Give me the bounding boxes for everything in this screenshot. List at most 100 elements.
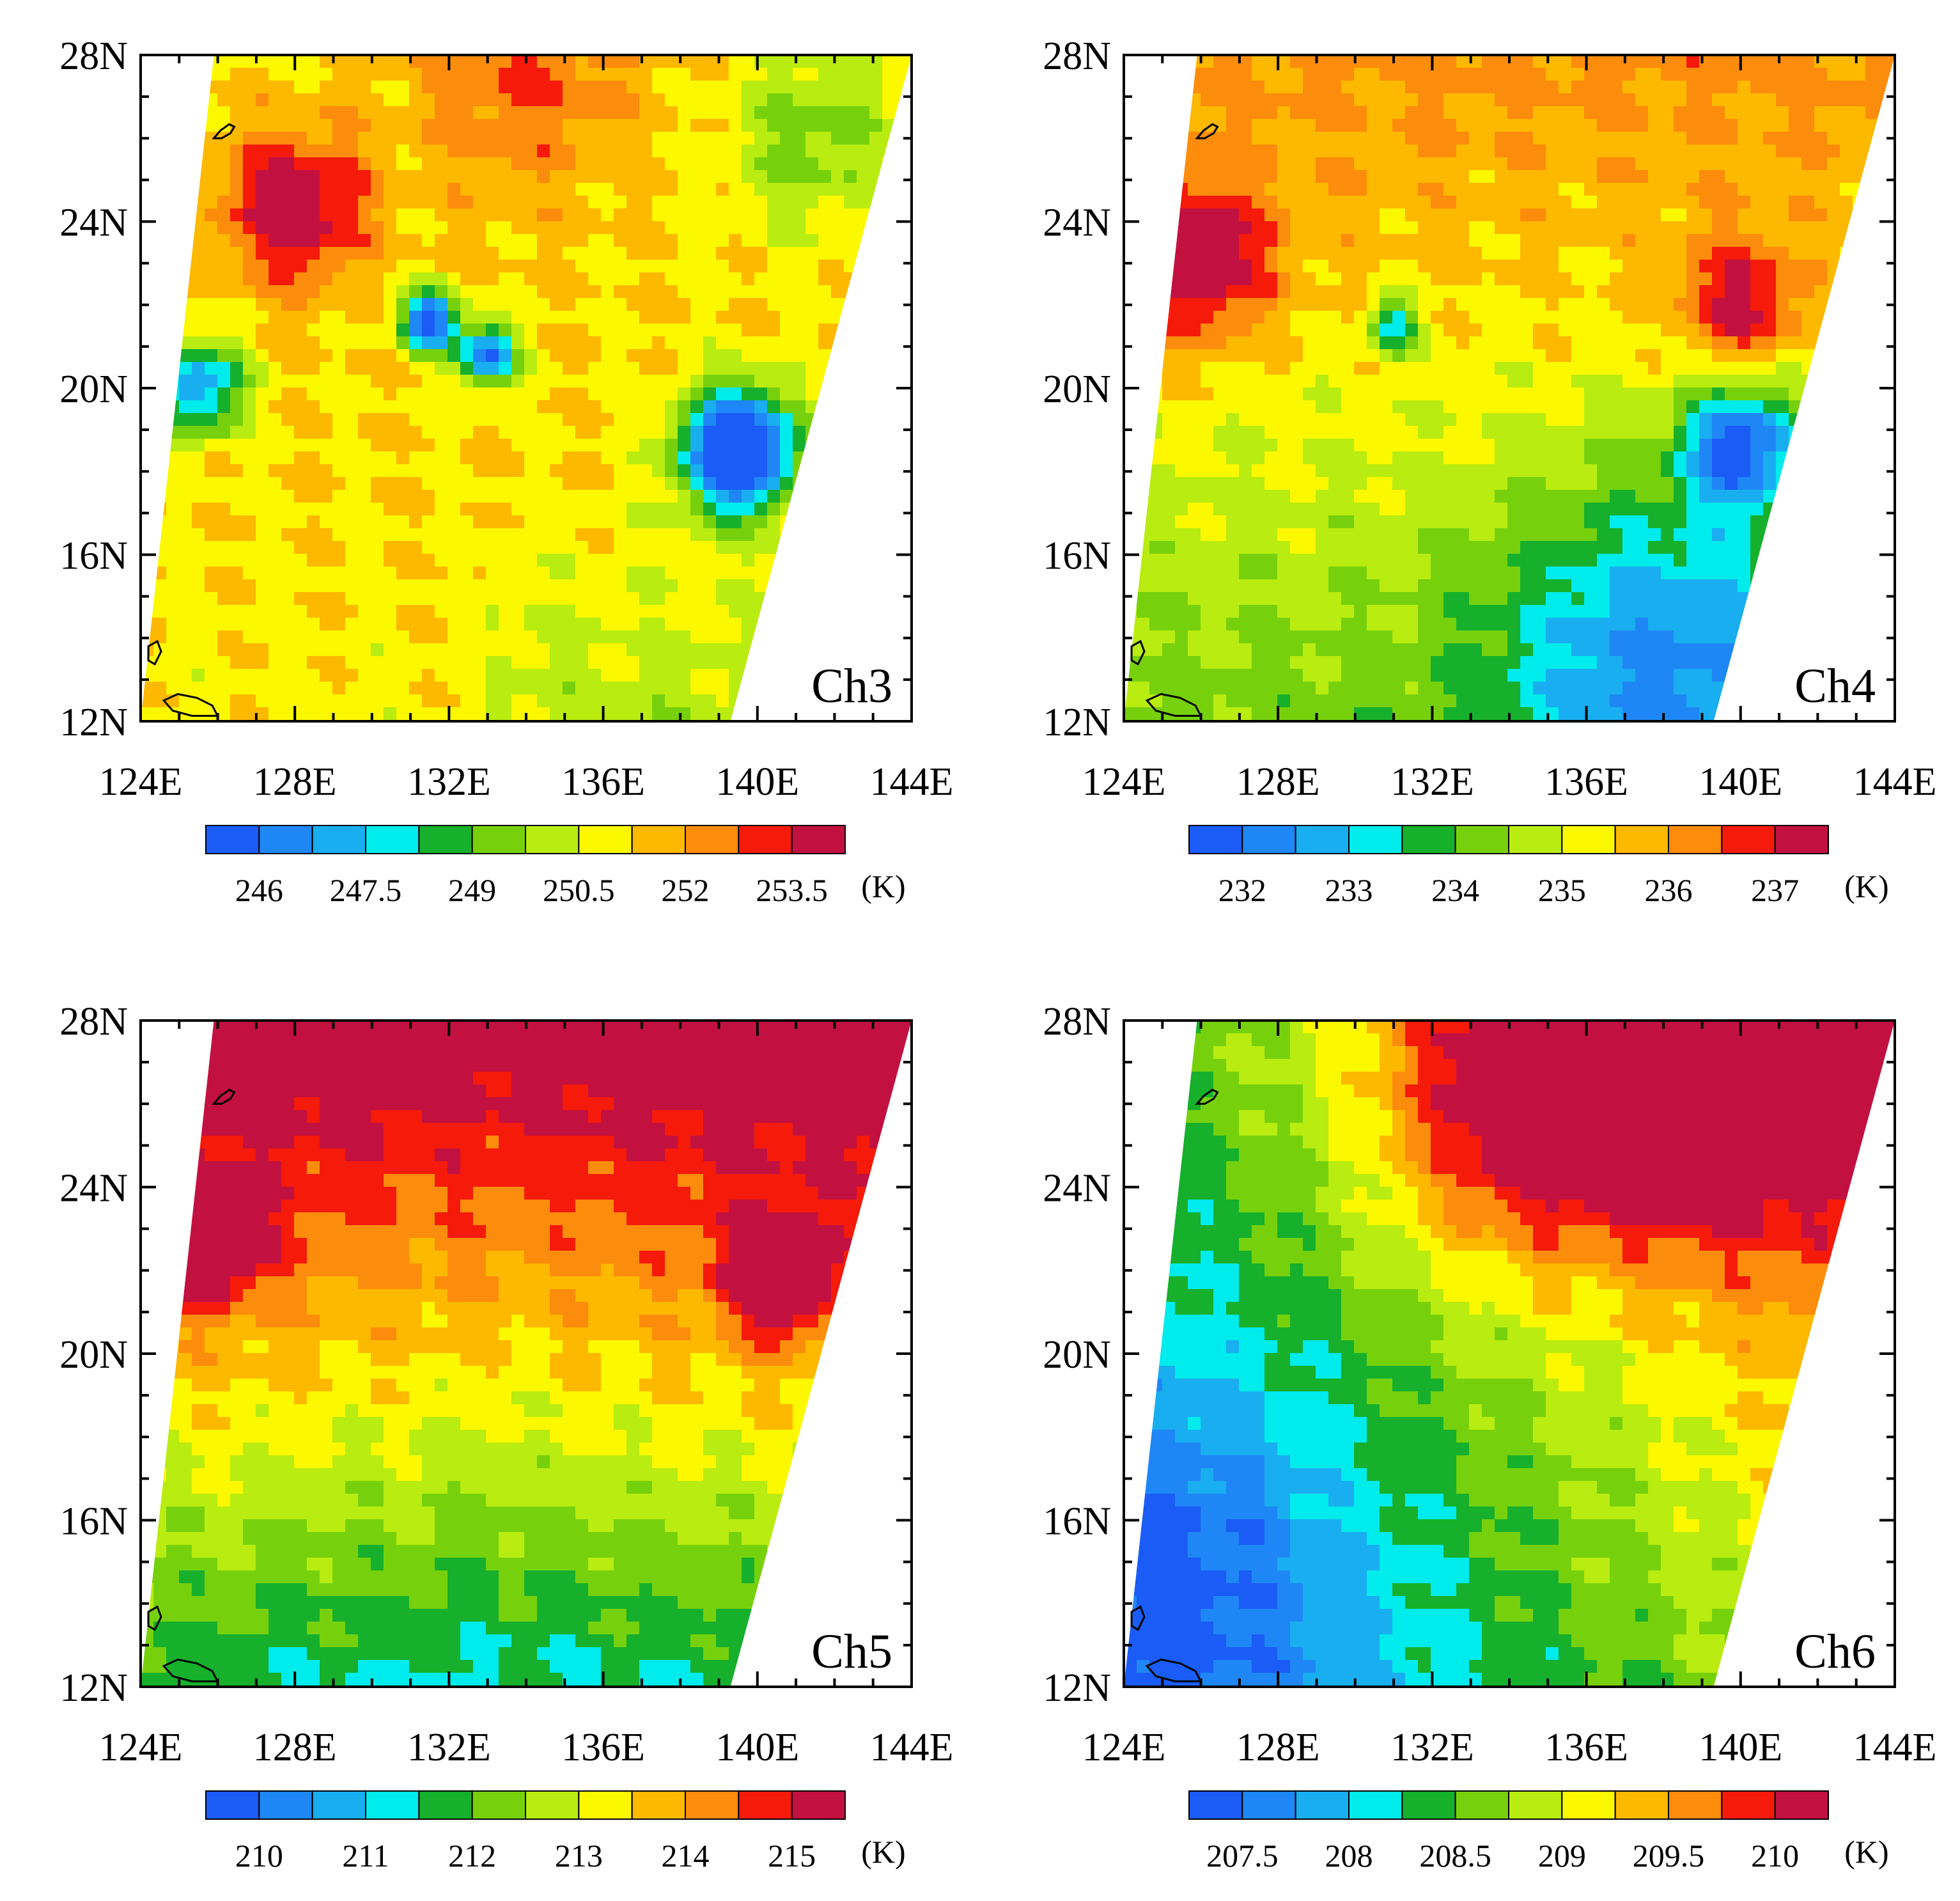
colorbar-swatch xyxy=(205,1790,260,1820)
heatmap-field xyxy=(1124,1021,1895,1687)
y-tick-label: 24N xyxy=(59,1167,128,1210)
colorbar-swatch xyxy=(1348,1790,1403,1820)
colorbar-swatch xyxy=(1241,825,1296,854)
colorbar-tick-label: 214 xyxy=(662,1838,710,1874)
y-tick-label: 12N xyxy=(59,1666,128,1710)
y-tick-label: 16N xyxy=(1043,1500,1111,1544)
x-tick-label: 136E xyxy=(1544,1726,1628,1769)
colorbar-tick-label: 209.5 xyxy=(1633,1838,1705,1874)
y-tick-label: 16N xyxy=(1043,535,1111,578)
colorbar-swatch xyxy=(1668,1790,1723,1820)
y-tick-label: 24N xyxy=(1043,1167,1111,1210)
y-tick-label: 12N xyxy=(59,701,128,744)
colorbar-swatch xyxy=(1614,825,1670,854)
colorbar-swatch xyxy=(258,825,313,854)
y-tick-label: 20N xyxy=(59,368,128,411)
colorbar-swatch xyxy=(1295,1790,1349,1820)
x-tick-label: 128E xyxy=(1236,760,1320,804)
x-tick-label: 136E xyxy=(1544,760,1628,804)
colorbar: 246 247.5 249 250.5 252 253.5 (K) xyxy=(205,825,906,908)
colorbar-tick-label: 233 xyxy=(1325,872,1373,908)
y-tick-label: 28N xyxy=(59,35,128,78)
colorbar-tick-label: 215 xyxy=(768,1838,816,1874)
x-tick-label: 124E xyxy=(1082,1726,1166,1769)
colorbar-swatch xyxy=(1508,825,1563,854)
colorbar-swatch xyxy=(1241,1790,1296,1820)
colorbar-tick-label: 232 xyxy=(1218,872,1266,908)
colorbar-swatch xyxy=(1561,825,1616,854)
colorbar-swatch xyxy=(1774,825,1830,854)
panel-ch3: 124E 128E 132E 136E 140E 144E 28N 24N 20N 16N 12N C… xyxy=(59,35,953,908)
colorbar-tick-label: 207.5 xyxy=(1206,1838,1279,1874)
y-tick-label: 28N xyxy=(59,1000,128,1044)
colorbar-swatch xyxy=(1614,1790,1670,1820)
colorbar-swatch xyxy=(1188,825,1243,854)
colorbar-swatch xyxy=(1774,1790,1830,1820)
colorbar-tick-label: 212 xyxy=(448,1838,496,1874)
axes: 124E 128E 132E 136E 140E 144E 28N 24N 20N 16N 12N xyxy=(59,1000,953,1769)
colorbar-swatch xyxy=(738,1790,793,1820)
x-tick-label: 144E xyxy=(870,1726,954,1769)
y-tick-label: 16N xyxy=(59,1500,128,1544)
y-tick-label: 24N xyxy=(1043,201,1111,245)
colorbar-tick-label: 208 xyxy=(1325,1838,1373,1874)
colorbar-units: (K) xyxy=(1844,868,1888,904)
colorbar-tick-label: 210 xyxy=(235,1838,283,1874)
colorbar-swatch xyxy=(1454,1790,1510,1820)
colorbar-tick-label: 234 xyxy=(1431,872,1479,908)
channel-label: Ch4 xyxy=(1794,659,1876,713)
x-tick-label: 144E xyxy=(870,760,954,804)
colorbar-swatch xyxy=(311,825,366,854)
colorbar-tick-label: 250.5 xyxy=(543,872,615,908)
colorbar-swatch xyxy=(1401,1790,1456,1820)
colorbar-swatch xyxy=(205,825,260,854)
colorbar-swatch xyxy=(1561,1790,1616,1820)
x-tick-label: 132E xyxy=(1390,760,1474,804)
heatmap-field xyxy=(141,1021,912,1687)
colorbar-swatch xyxy=(1508,1790,1563,1820)
x-tick-label: 132E xyxy=(1390,1726,1474,1769)
y-tick-label: 20N xyxy=(1043,1333,1111,1377)
colorbar-swatch xyxy=(1668,825,1723,854)
colorbar-tick-label: 253.5 xyxy=(756,872,828,908)
panel-ch4: 124E 128E 132E 136E 140E 144E 28N 24N 20N 16N 12N C… xyxy=(1043,35,1936,908)
colorbar-swatch xyxy=(1401,825,1456,854)
y-tick-label: 20N xyxy=(59,1333,128,1377)
colorbar-swatch xyxy=(365,825,420,854)
colorbar-units: (K) xyxy=(1844,1834,1888,1870)
colorbar-swatch xyxy=(738,825,793,854)
x-tick-label: 136E xyxy=(561,760,645,804)
channel-label: Ch6 xyxy=(1794,1625,1876,1678)
colorbar-swatch xyxy=(525,1790,580,1820)
colorbar-swatch xyxy=(791,825,846,854)
x-tick-label: 128E xyxy=(253,760,337,804)
colorbar-tick-label: 252 xyxy=(662,872,710,908)
y-tick-label: 12N xyxy=(1043,1666,1111,1710)
colorbar-swatch xyxy=(418,1790,473,1820)
colorbar-tick-label: 249 xyxy=(448,872,496,908)
x-tick-label: 140E xyxy=(715,760,799,804)
colorbar-swatch xyxy=(365,1790,420,1820)
colorbar-swatch xyxy=(471,825,527,854)
y-tick-label: 16N xyxy=(59,535,128,578)
x-tick-label: 140E xyxy=(1699,760,1782,804)
colorbar-tick-label: 213 xyxy=(555,1838,603,1874)
colorbar: 232 233 234 235 236 237 (K) xyxy=(1188,825,1889,908)
colorbar-swatch xyxy=(1295,825,1349,854)
coastline xyxy=(1130,123,1219,717)
colorbar-tick-label: 237 xyxy=(1751,872,1799,908)
axes: 124E 128E 132E 136E 140E 144E 28N 24N 20N 16N 12N xyxy=(1043,1000,1936,1769)
x-tick-label: 140E xyxy=(1699,1726,1782,1769)
colorbar-swatch xyxy=(791,1790,846,1820)
colorbar-units: (K) xyxy=(861,1834,905,1870)
colorbar-tick-label: 235 xyxy=(1538,872,1586,908)
x-tick-label: 132E xyxy=(407,760,491,804)
colorbar-tick-label: 247.5 xyxy=(330,872,402,908)
x-tick-label: 144E xyxy=(1853,1726,1937,1769)
x-tick-label: 144E xyxy=(1853,760,1937,804)
colorbar: 207.5 208 208.5 209 209.5 210 (K) xyxy=(1188,1790,1889,1874)
colorbar-swatch xyxy=(578,1790,633,1820)
colorbar-swatch xyxy=(418,825,473,854)
axes: 124E 128E 132E 136E 140E 144E 28N 24N 20N 16N 12N xyxy=(59,35,953,804)
